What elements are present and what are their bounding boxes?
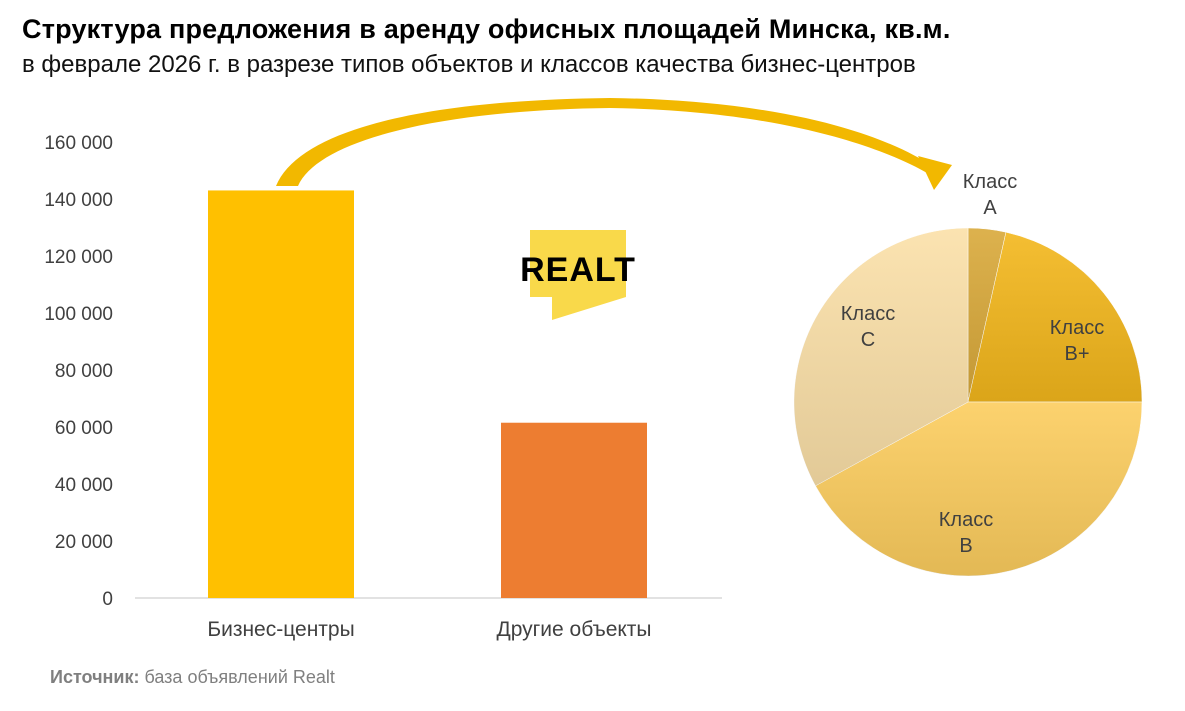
y-tick-label: 140 000 [44, 190, 113, 211]
y-tick-label: 100 000 [44, 304, 113, 325]
arrow-shaft [276, 98, 935, 186]
pie-slice-shade [793, 228, 968, 486]
bar-chart: 0 20 000 40 000 60 000 80 000 100 000 120 000 1… [44, 133, 722, 641]
bar [208, 190, 354, 598]
y-tick-label: 160 000 [44, 133, 113, 154]
pie-slice-shade [968, 232, 1142, 402]
y-tick-label: 120 000 [44, 247, 113, 268]
arrow-connector [276, 98, 952, 190]
y-tick-label: 0 [102, 589, 113, 610]
arrow-head [918, 156, 952, 190]
y-tick-label: 80 000 [55, 361, 113, 382]
chart-title: Структура предложения в аренду офисных п… [22, 14, 951, 44]
pie-slice-label: Класс A [963, 171, 1017, 219]
logo-wordmark: REALT [520, 251, 636, 289]
pie-chart: Класс A Класс B+ Класс B Класс C [793, 171, 1143, 577]
logo-badge [530, 230, 626, 320]
bar [501, 422, 647, 598]
x-category-label: Бизнес-центры [207, 618, 354, 641]
source-label: Источник: [50, 667, 140, 687]
y-tick-label: 40 000 [55, 475, 113, 496]
y-tick-label: 20 000 [55, 532, 113, 553]
pie-slice-label: Класс B+ [1050, 317, 1104, 365]
pie-slice-shade [815, 402, 1142, 577]
realt-logo: REALT [520, 230, 636, 320]
pie-slice-label: Класс C [841, 303, 895, 351]
pie-slice-label: Класс B [939, 509, 993, 557]
x-category-label: Другие объекты [496, 618, 651, 641]
source-note: Источник: база объявлений Realt [50, 667, 335, 688]
source-text: база объявлений Realt [139, 667, 335, 687]
chart-subtitle: в феврале 2026 г. в разрезе типов объект… [22, 51, 916, 78]
y-tick-label: 60 000 [55, 418, 113, 439]
